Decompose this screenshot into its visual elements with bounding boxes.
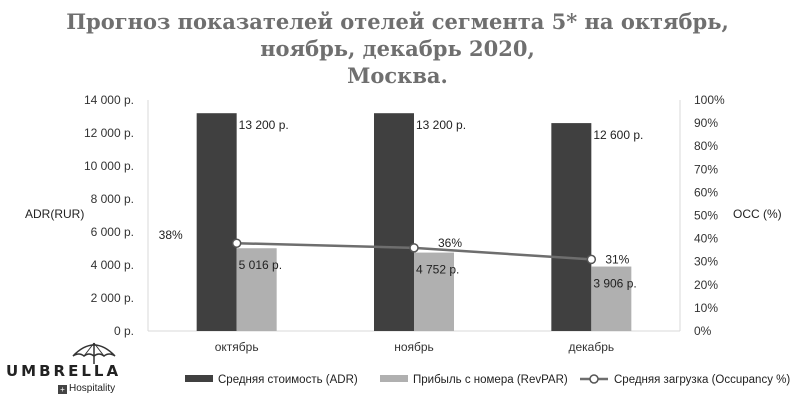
logo-sub-text: Hospitality [69,383,116,394]
y2-axis-label: OCC (%) [733,207,782,221]
y2-tick-label: 40% [694,232,718,246]
chart-title-line-3: Москва. [347,63,448,88]
x-tick-label: ноябрь [394,340,434,354]
y-tick-label: 14 000 р. [84,93,134,107]
y2-tick-label: 100% [694,93,725,107]
data-label-occupancy: 36% [438,236,462,250]
x-tick-label: декабрь [568,340,614,354]
data-label-revpar: 4 752 р. [416,263,459,277]
y-tick-label: 10 000 р. [84,159,134,173]
data-label-adr: 13 200 р. [239,118,289,132]
legend-swatch-adr [185,375,213,382]
y2-tick-label: 70% [694,162,718,176]
y-tick-label: 8 000 р. [91,192,134,206]
bar-revpar [236,248,277,331]
y2-tick-label: 60% [694,185,718,199]
data-label-revpar: 3 906 р. [593,277,636,291]
y-tick-label: 6 000 р. [91,225,134,239]
y2-tick-label: 0% [694,324,712,338]
plus-icon: + [58,385,67,394]
y-tick-label: 0 р. [114,324,134,338]
legend-label: Средняя стоимость (ADR) [218,374,358,386]
chart-title-line-2: ноябрь, декабрь 2020, [260,36,535,61]
occupancy-point [231,238,242,248]
x-tick-label: октябрь [215,340,259,354]
y2-tick-label: 20% [694,278,718,292]
chart-title-line-1: Прогноз показателей отелей сегмента 5* н… [66,9,729,34]
y-tick-label: 2 000 р. [91,291,134,305]
logo-brand: UMBRELLA [6,362,122,380]
y2-tick-label: 90% [694,116,718,130]
umbrella-icon [72,342,116,364]
chart-title: Прогноз показателей отелей сегмента 5* н… [0,8,795,89]
occupancy-point [586,254,597,265]
legend-swatch-revpar [380,375,408,382]
y2-tick-label: 10% [694,301,718,315]
data-label-adr: 12 600 р. [593,128,643,142]
data-label-occupancy: 38% [159,228,183,242]
umbrella-logo: UMBRELLA + Hospitality [6,338,126,398]
logo-sub: + Hospitality [58,383,115,394]
y2-tick-label: 80% [694,139,718,153]
bar-revpar [414,252,454,331]
data-label-adr: 13 200 р. [416,118,466,132]
bar-revpar [591,266,632,331]
y-tick-label: 12 000 р. [84,126,134,140]
legend-label: Прибыль с номера (RevPAR) [413,374,568,386]
bar-adr [374,113,414,331]
data-label-revpar: 5 016 р. [239,258,282,272]
y-axis-label: ADR(RUR) [25,207,85,221]
legend-label: Средняя загрузка (Occupancy %) [614,374,790,386]
y2-tick-label: 50% [694,209,718,223]
y2-tick-label: 30% [694,255,718,269]
data-label-occupancy: 31% [605,252,629,266]
occupancy-point [409,243,419,253]
legend-marker-occupancy [589,374,599,384]
bar-adr [196,113,237,331]
bar-adr [551,123,592,331]
y-tick-label: 4 000 р. [91,258,134,272]
